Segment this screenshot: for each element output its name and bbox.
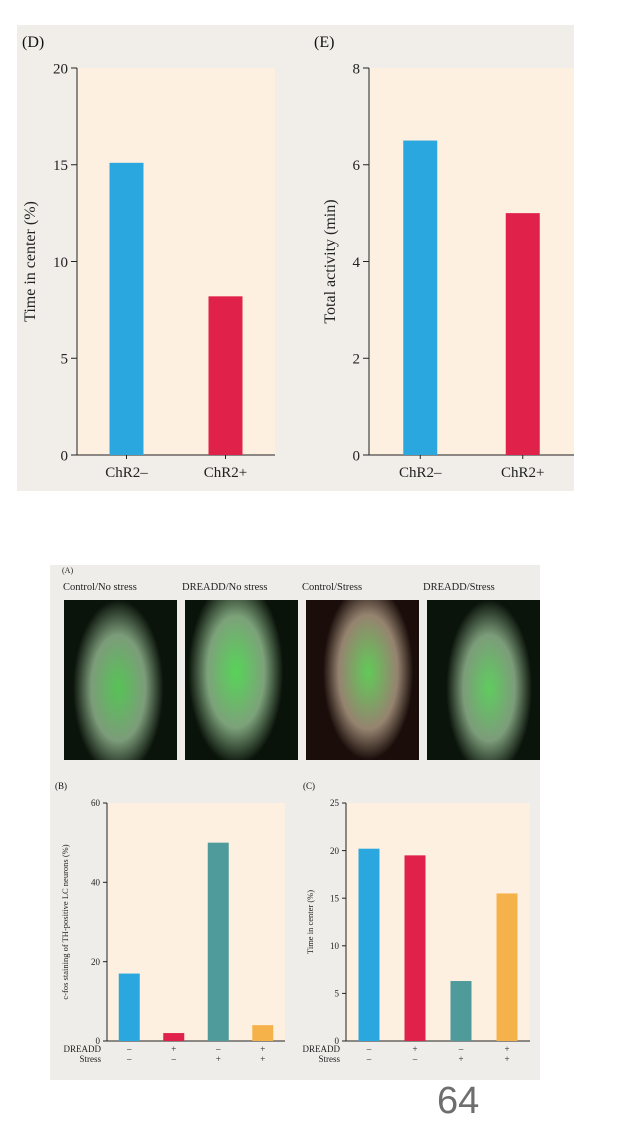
x-tick-label: ChR2+ [501, 465, 544, 481]
bar [450, 981, 472, 1041]
x-tick-label: ChR2– [105, 465, 148, 481]
y-tick-label: 5 [61, 352, 69, 368]
condition-mark: – [366, 1044, 372, 1054]
condition-mark: – [215, 1044, 221, 1054]
y-tick-label: 8 [353, 61, 361, 77]
bar [403, 140, 438, 455]
micrograph-label-4: DREADD/Stress [423, 582, 495, 593]
y-tick-label: 0 [335, 1036, 340, 1046]
condition-mark: – [126, 1054, 132, 1064]
bar [505, 213, 540, 455]
y-tick-label: 40 [91, 877, 101, 887]
y-tick-label: 4 [353, 255, 361, 271]
condition-mark: + [216, 1054, 221, 1064]
y-tick-label: 20 [53, 61, 68, 77]
panel-label: (D) [22, 34, 44, 51]
condition-mark: – [412, 1054, 418, 1064]
bar [163, 1033, 185, 1041]
micrograph-row [64, 600, 540, 760]
y-axis-label: c-fos staining of TH-positive LC neurons… [60, 844, 70, 999]
condition-mark: + [171, 1044, 176, 1054]
bar [208, 296, 243, 455]
bar [207, 842, 229, 1041]
micrograph-control-stress [306, 600, 419, 760]
y-tick-label: 10 [330, 941, 340, 951]
x-tick-label: ChR2– [399, 465, 442, 481]
condition-mark: – [126, 1044, 132, 1054]
panel-label: (C) [303, 781, 315, 791]
y-tick-label: 0 [96, 1036, 101, 1046]
condition-mark: + [504, 1044, 509, 1054]
panel-label: (E) [314, 34, 334, 51]
x-tick-label: ChR2+ [204, 465, 247, 481]
y-tick-label: 6 [353, 158, 361, 174]
y-tick-label: 15 [53, 158, 68, 174]
condition-mark: + [412, 1044, 417, 1054]
y-axis-label: Time in center (%) [305, 890, 315, 954]
y-axis-label: Time in center (%) [22, 201, 39, 322]
bar [404, 855, 426, 1041]
micrograph-control-no-stress [64, 600, 177, 760]
y-tick-label: 10 [53, 255, 68, 271]
y-tick-label: 20 [330, 846, 340, 856]
bar [118, 973, 140, 1041]
top-figure: (D) 0 5 10 15 20 Time in center (%) ChR2– ChR2+ … [17, 25, 574, 491]
condition-row-label: DREADD [303, 1044, 341, 1054]
condition-mark: + [458, 1054, 463, 1064]
y-tick-label: 60 [91, 798, 101, 808]
y-tick-label: 0 [61, 448, 69, 464]
plot-area [77, 68, 275, 455]
condition-mark: – [458, 1044, 464, 1054]
condition-mark: + [260, 1054, 265, 1064]
condition-row-label: Stress [318, 1054, 340, 1064]
bar [109, 162, 144, 455]
page-number: 64 [437, 1080, 480, 1122]
condition-mark: – [366, 1054, 372, 1064]
chart-panel-e: (E) 0 2 4 6 8 Total activity (min) ChR2– ChR2+ [314, 34, 574, 481]
micrograph-label-1: Control/No stress [63, 582, 137, 593]
condition-row-label: DREADD [64, 1044, 102, 1054]
condition-mark: + [260, 1044, 265, 1054]
micrograph-dreadd-stress [427, 600, 540, 760]
chart-panel-b: (B) 0 20 40 60 c-fos staining of TH-positive … [55, 781, 285, 1064]
condition-mark: + [504, 1054, 509, 1064]
bar [252, 1025, 274, 1041]
plot-area [369, 68, 574, 455]
bar [496, 893, 518, 1041]
bar [358, 848, 380, 1041]
y-tick-label: 0 [353, 448, 361, 464]
micrograph-label-3: Control/Stress [302, 582, 363, 593]
y-tick-label: 5 [335, 989, 340, 999]
y-axis-label: Total activity (min) [322, 199, 339, 323]
micrograph-dreadd-no-stress [185, 600, 298, 760]
y-tick-label: 20 [91, 957, 101, 967]
y-tick-label: 2 [353, 352, 361, 368]
chart-panel-d: (D) 0 5 10 15 20 Time in center (%) ChR2– ChR2+ [22, 34, 275, 481]
panel-a-label: (A) [62, 566, 74, 575]
condition-row-label: Stress [79, 1054, 101, 1064]
micrograph-label-2: DREADD/No stress [182, 582, 268, 593]
panel-label: (B) [55, 781, 67, 791]
y-tick-label: 25 [330, 798, 340, 808]
condition-mark: – [171, 1054, 177, 1064]
y-tick-label: 15 [330, 893, 340, 903]
